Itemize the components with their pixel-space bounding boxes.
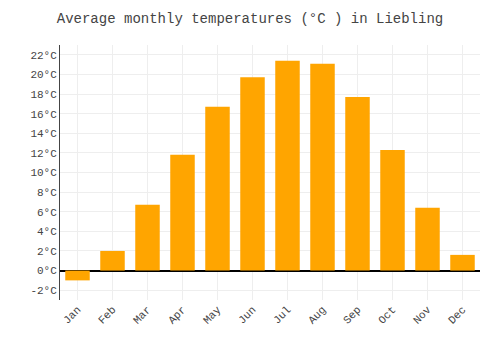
svg-text:Sep: Sep (341, 304, 363, 326)
svg-text:16°C: 16°C (30, 109, 57, 121)
svg-text:8°C: 8°C (37, 187, 57, 199)
svg-text:May: May (201, 304, 224, 327)
svg-text:Mar: Mar (131, 304, 153, 326)
svg-text:10°C: 10°C (30, 167, 57, 179)
svg-text:-2°C: -2°C (30, 285, 57, 297)
svg-text:6°C: 6°C (37, 207, 57, 219)
svg-text:Jun: Jun (236, 304, 258, 326)
svg-text:Feb: Feb (96, 304, 118, 326)
svg-text:Jan: Jan (61, 304, 83, 326)
svg-text:Dec: Dec (446, 304, 468, 326)
svg-text:18°C: 18°C (30, 89, 57, 101)
svg-text:14°C: 14°C (30, 128, 57, 140)
svg-text:Aug: Aug (306, 304, 328, 326)
svg-text:Jul: Jul (271, 304, 293, 326)
svg-text:20°C: 20°C (30, 69, 57, 81)
svg-text:22°C: 22°C (30, 50, 57, 62)
svg-text:4°C: 4°C (37, 226, 57, 238)
svg-text:0°C: 0°C (37, 265, 57, 277)
svg-text:Average monthly temperatures (: Average monthly temperatures (°C ) in Li… (57, 11, 443, 27)
svg-text:12°C: 12°C (30, 148, 57, 160)
svg-text:Nov: Nov (411, 304, 434, 327)
svg-text:Oct: Oct (376, 304, 398, 326)
svg-text:Apr: Apr (166, 304, 188, 326)
svg-text:2°C: 2°C (37, 246, 57, 258)
